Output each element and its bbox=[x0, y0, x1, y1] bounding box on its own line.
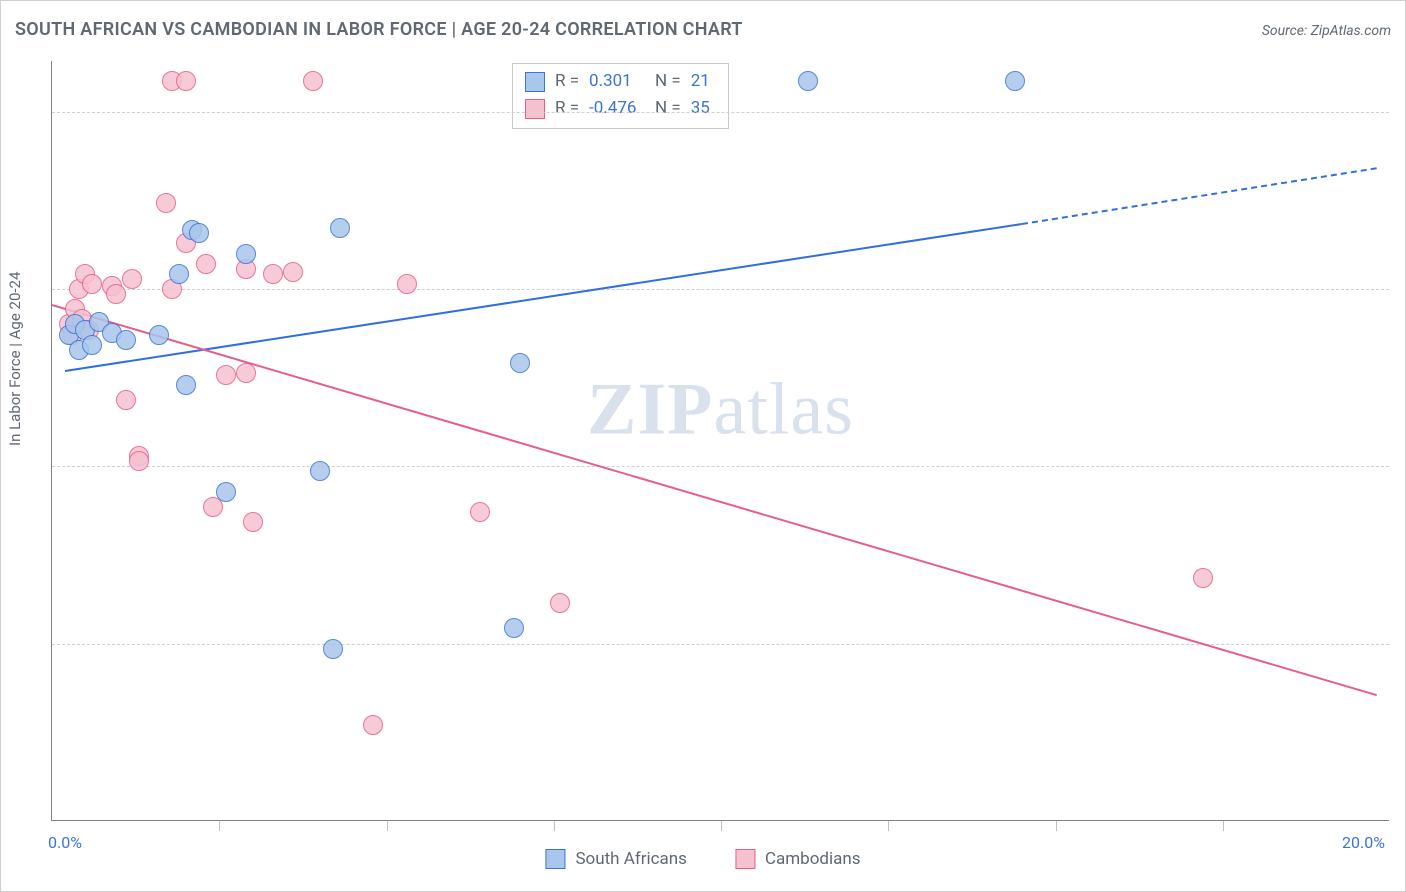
data-point-south-africans bbox=[236, 244, 256, 264]
data-point-south-africans bbox=[169, 264, 189, 284]
legend-label-sa: South Africans bbox=[575, 849, 687, 869]
data-point-south-africans bbox=[330, 218, 350, 238]
r-label: R = bbox=[555, 68, 579, 95]
data-point-cambodians bbox=[550, 593, 570, 613]
swatch-ca bbox=[735, 849, 755, 869]
legend-item-ca: Cambodians bbox=[735, 849, 861, 869]
data-point-cambodians bbox=[283, 262, 303, 282]
chart-container: SOUTH AFRICAN VS CAMBODIAN IN LABOR FORC… bbox=[0, 0, 1406, 892]
r-value-sa: 0.301 bbox=[589, 68, 645, 95]
y-tick-label: 65.0% bbox=[1399, 457, 1406, 476]
data-point-cambodians bbox=[1193, 568, 1213, 588]
plot-area: ZIPatlas R = 0.301 N = 21 R = -0.476 N =… bbox=[51, 61, 1389, 821]
gridline-h bbox=[52, 289, 1389, 290]
legend-label-ca: Cambodians bbox=[765, 849, 861, 869]
data-point-south-africans bbox=[310, 461, 330, 481]
x-minor-tick bbox=[387, 821, 388, 831]
data-point-cambodians bbox=[129, 451, 149, 471]
x-minor-tick bbox=[721, 821, 722, 831]
data-point-south-africans bbox=[189, 223, 209, 243]
data-point-south-africans bbox=[82, 335, 102, 355]
data-point-south-africans bbox=[323, 639, 343, 659]
n-label: N = bbox=[655, 68, 681, 95]
gridline-h bbox=[52, 466, 1389, 467]
y-tick-label: 47.5% bbox=[1399, 634, 1406, 653]
data-point-cambodians bbox=[397, 274, 417, 294]
data-point-south-africans bbox=[149, 325, 169, 345]
data-point-cambodians bbox=[236, 363, 256, 383]
swatch-ca bbox=[525, 99, 545, 119]
data-point-cambodians bbox=[176, 71, 196, 91]
data-point-cambodians bbox=[122, 269, 142, 289]
data-point-cambodians bbox=[156, 193, 176, 213]
gridline-h bbox=[52, 112, 1389, 113]
header: SOUTH AFRICAN VS CAMBODIAN IN LABOR FORC… bbox=[15, 19, 1391, 40]
y-tick-label: 100.0% bbox=[1399, 102, 1406, 121]
data-point-cambodians bbox=[106, 284, 126, 304]
stats-row-sa: R = 0.301 N = 21 bbox=[525, 68, 710, 95]
x-minor-tick bbox=[219, 821, 220, 831]
data-point-cambodians bbox=[263, 264, 283, 284]
stats-row-ca: R = -0.476 N = 35 bbox=[525, 95, 710, 122]
data-point-cambodians bbox=[303, 71, 323, 91]
data-point-south-africans bbox=[216, 482, 236, 502]
data-point-south-africans bbox=[176, 375, 196, 395]
data-point-cambodians bbox=[196, 254, 216, 274]
data-point-south-africans bbox=[504, 618, 524, 638]
trend-line bbox=[52, 304, 1377, 696]
swatch-sa bbox=[525, 72, 545, 92]
watermark: ZIPatlas bbox=[587, 368, 854, 453]
data-point-cambodians bbox=[243, 512, 263, 532]
n-label: N = bbox=[655, 95, 681, 122]
data-point-south-africans bbox=[798, 71, 818, 91]
data-point-south-africans bbox=[510, 353, 530, 373]
data-point-south-africans bbox=[1005, 71, 1025, 91]
x-minor-tick bbox=[1223, 821, 1224, 831]
r-label: R = bbox=[555, 95, 579, 122]
chart-title: SOUTH AFRICAN VS CAMBODIAN IN LABOR FORC… bbox=[15, 19, 743, 40]
legend-item-sa: South Africans bbox=[545, 849, 687, 869]
n-value-ca: 35 bbox=[691, 95, 710, 122]
trend-line bbox=[1022, 167, 1377, 225]
n-value-sa: 21 bbox=[691, 68, 710, 95]
x-minor-tick bbox=[888, 821, 889, 831]
data-point-cambodians bbox=[216, 365, 236, 385]
r-value-ca: -0.476 bbox=[589, 95, 645, 122]
x-tick-label: 0.0% bbox=[48, 833, 82, 852]
data-point-south-africans bbox=[116, 330, 136, 350]
data-point-cambodians bbox=[116, 390, 136, 410]
gridline-h bbox=[52, 644, 1389, 645]
x-tick-label: 20.0% bbox=[1342, 833, 1385, 852]
watermark-bold: ZIP bbox=[587, 369, 713, 451]
data-point-cambodians bbox=[470, 502, 490, 522]
x-minor-tick bbox=[1056, 821, 1057, 831]
x-minor-tick bbox=[554, 821, 555, 831]
source-label: Source: ZipAtlas.com bbox=[1262, 23, 1391, 39]
watermark-light: atlas bbox=[713, 369, 854, 451]
y-axis-title: In Labor Force | Age 20-24 bbox=[6, 272, 24, 446]
swatch-sa bbox=[545, 849, 565, 869]
y-tick-label: 82.5% bbox=[1399, 280, 1406, 299]
data-point-cambodians bbox=[363, 715, 383, 735]
stats-box: R = 0.301 N = 21 R = -0.476 N = 35 bbox=[512, 63, 729, 129]
legend: South Africans Cambodians bbox=[545, 849, 860, 869]
data-point-cambodians bbox=[82, 274, 102, 294]
